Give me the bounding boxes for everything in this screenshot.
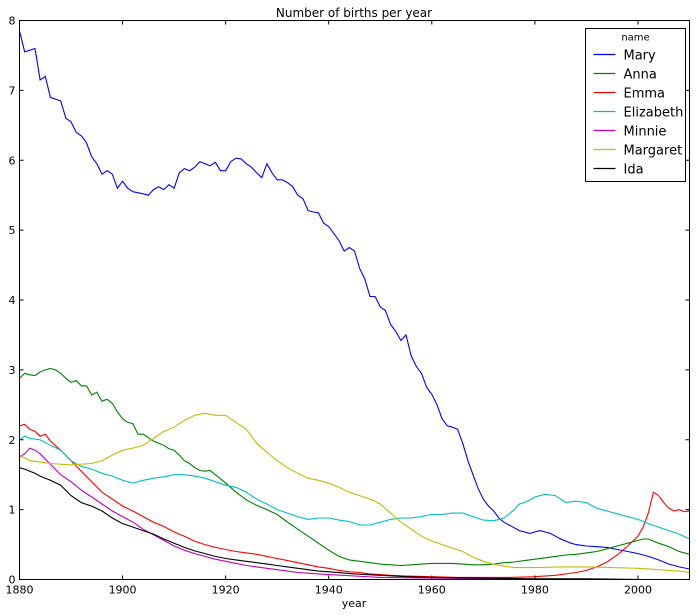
y-tick-label: 1	[9, 504, 16, 517]
x-tick-label: 1940	[315, 584, 343, 597]
series-line-mary	[18, 30, 690, 570]
x-axis-label: year	[342, 597, 367, 610]
x-tick-label: 1960	[418, 584, 446, 597]
x-tick-label: 1900	[109, 584, 137, 597]
series-line-emma	[19, 423, 690, 578]
x-tick-label: 1980	[521, 584, 549, 597]
x-tick-label: 2000	[624, 584, 652, 597]
legend-label-elizabeth: Elizabeth	[624, 106, 684, 121]
series-line-ida	[19, 467, 690, 581]
chart-title: Number of births per year	[276, 6, 432, 20]
legend-label-minnie: Minnie	[624, 125, 667, 140]
series-line-minnie	[19, 447, 690, 581]
y-tick-label: 7	[9, 84, 16, 97]
y-tick-label: 0	[9, 574, 16, 587]
y-axis: 0 1 2 3 4 5 6 7 8	[9, 15, 690, 587]
y-tick-label: 5	[9, 224, 16, 237]
legend-title: name	[621, 33, 649, 44]
y-tick-label: 8	[9, 15, 16, 28]
legend-label-ida: Ida	[624, 163, 644, 178]
x-axis: 1880 1900 1920 1940 1960 1980 2000	[6, 20, 652, 597]
y-tick-label: 3	[9, 364, 16, 377]
y-tick-label: 6	[9, 154, 16, 167]
legend-label-anna: Anna	[624, 68, 657, 83]
series-line-anna	[19, 367, 690, 567]
legend-label-emma: Emma	[624, 87, 666, 102]
legend-label-mary: Mary	[624, 49, 657, 64]
series-line-margaret	[19, 412, 690, 574]
y-tick-label: 2	[9, 434, 16, 447]
series-layer	[18, 30, 690, 581]
x-tick-label: 1920	[212, 584, 240, 597]
series-line-elizabeth	[19, 435, 690, 540]
x-tick-label: 1880	[6, 584, 34, 597]
legend: name Mary Anna Emma Elizabeth Minnie Margaret I…	[585, 28, 686, 182]
legend-label-margaret: Margaret	[624, 144, 683, 159]
y-tick-label: 4	[9, 294, 16, 307]
